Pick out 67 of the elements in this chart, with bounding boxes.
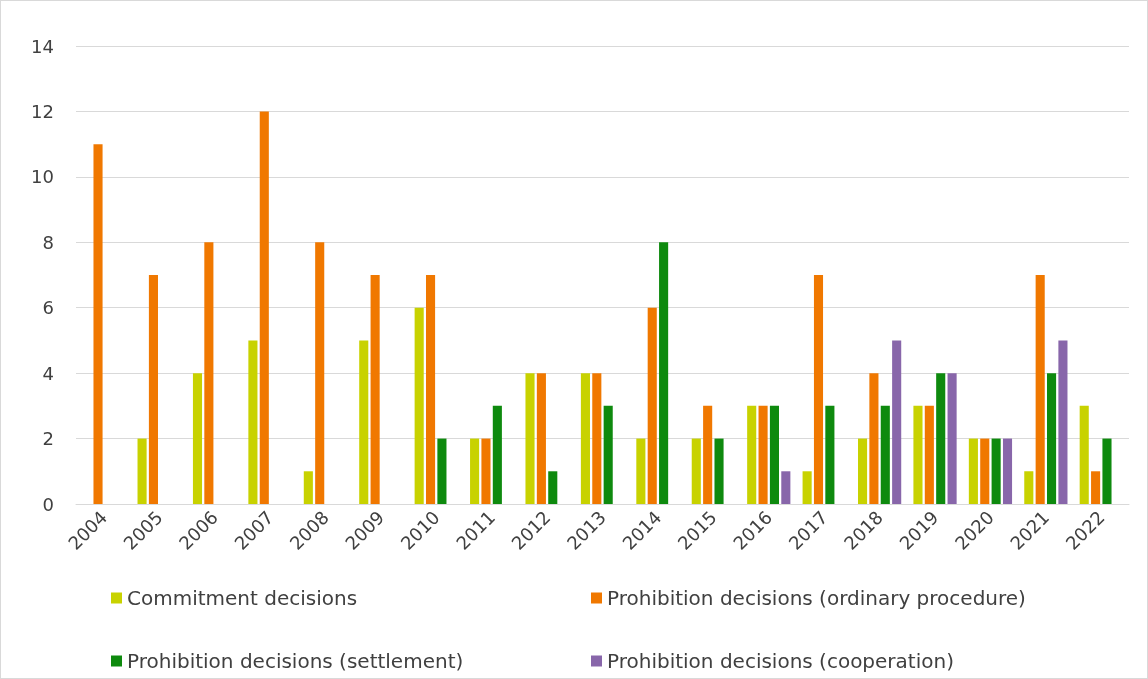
- legend-label: Prohibition decisions (cooperation): [607, 649, 954, 673]
- bar: [426, 275, 436, 504]
- bar: [747, 405, 757, 504]
- bar: [691, 438, 701, 504]
- bar: [1058, 340, 1068, 504]
- bar: [857, 438, 868, 504]
- bar: [758, 405, 768, 504]
- bar: [636, 438, 646, 504]
- bar: [1024, 471, 1034, 504]
- y-tick-label: 12: [31, 100, 54, 122]
- bar: [703, 405, 713, 504]
- bar: [892, 340, 902, 504]
- bar: [580, 373, 590, 504]
- bar: [924, 405, 934, 504]
- bar: [991, 438, 1001, 504]
- bar: [1102, 438, 1112, 504]
- bar: [880, 405, 890, 504]
- bar: [370, 275, 380, 504]
- bar: [813, 275, 824, 504]
- bar: [481, 438, 491, 504]
- bar: [603, 405, 613, 504]
- bar: [148, 275, 158, 504]
- bar: [659, 242, 669, 504]
- bar: [769, 405, 779, 504]
- bar: [714, 438, 724, 504]
- bar: [802, 471, 812, 504]
- legend-label: Prohibition decisions (settlement): [127, 649, 464, 673]
- bar: [303, 471, 313, 504]
- bar: [936, 373, 946, 504]
- bar: [1047, 373, 1057, 504]
- y-tick-label: 8: [42, 231, 54, 253]
- bar: [137, 438, 147, 504]
- bar: [259, 111, 269, 504]
- legend-label: Prohibition decisions (ordinary procedure): [607, 586, 1026, 610]
- bar: [647, 307, 657, 504]
- bar: [825, 405, 835, 504]
- bar: [980, 438, 990, 504]
- bar: [470, 438, 480, 504]
- bar: [548, 471, 558, 504]
- bar: [536, 373, 546, 504]
- bar: [359, 340, 369, 504]
- bar: [204, 242, 214, 504]
- y-tick-label: 2: [42, 428, 54, 450]
- y-tick-label: 6: [42, 297, 54, 319]
- bar: [913, 405, 923, 504]
- bar: [315, 242, 325, 504]
- y-tick-label: 10: [31, 166, 54, 188]
- bar: [525, 373, 535, 504]
- bar: [781, 471, 791, 504]
- bar: [248, 340, 258, 504]
- bar: [1002, 438, 1013, 504]
- y-tick-label: 4: [42, 362, 54, 384]
- bar: [947, 373, 957, 504]
- bar: [192, 373, 203, 504]
- y-tick-label: 14: [31, 35, 54, 57]
- bar: [1091, 471, 1101, 504]
- bar: [869, 373, 879, 504]
- bar: [414, 307, 424, 504]
- legend-label: Commitment decisions: [127, 586, 358, 610]
- bar: [1079, 405, 1089, 504]
- y-tick-label: 0: [42, 493, 54, 515]
- bar: [93, 144, 103, 504]
- bar: [1035, 275, 1045, 504]
- bar: [592, 373, 602, 504]
- bar: [437, 438, 447, 504]
- bar: [492, 405, 502, 504]
- bar: [968, 438, 978, 504]
